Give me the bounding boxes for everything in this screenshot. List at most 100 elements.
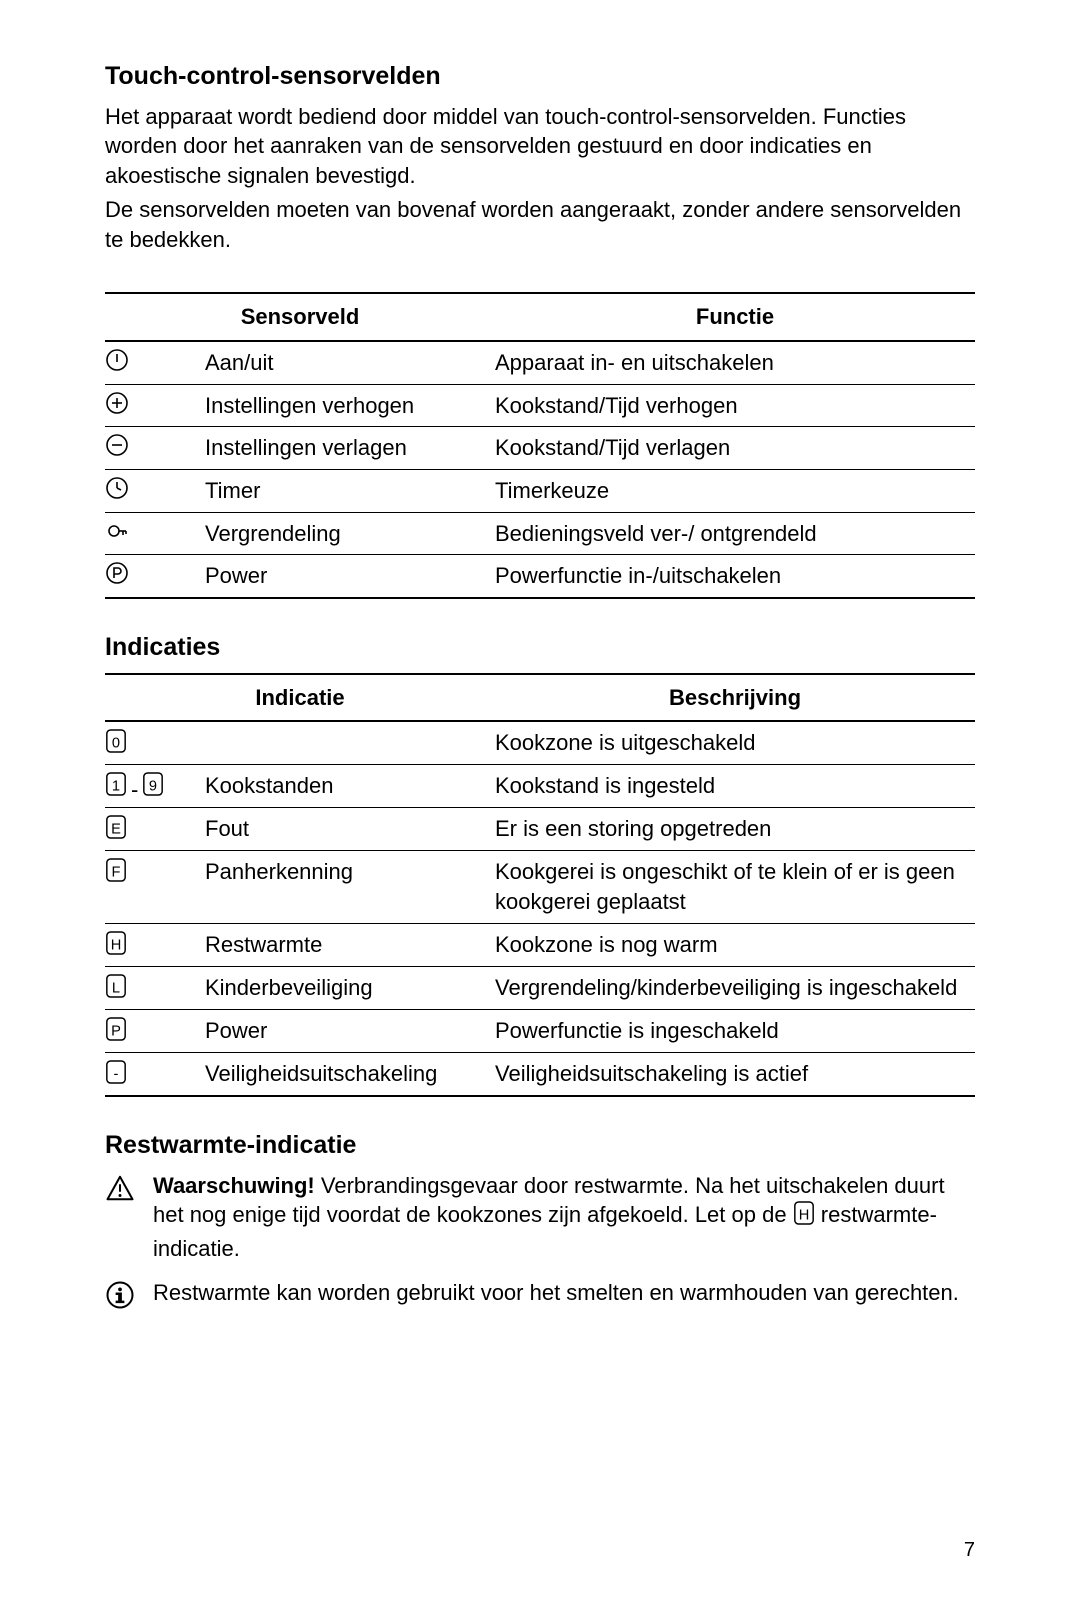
row-function: Apparaat in- en uitschakelen	[495, 341, 975, 384]
info-icon	[105, 1280, 143, 1318]
svg-text:P: P	[111, 1023, 121, 1039]
disp-P: P	[105, 1016, 127, 1046]
row-indication: Veiligheidsuitschakeling	[205, 1052, 495, 1096]
row-description: Kookzone is nog warm	[495, 923, 975, 966]
row-icon	[105, 555, 205, 598]
row-sensor: Power	[205, 555, 495, 598]
row-indication: Kinderbeveiliging	[205, 966, 495, 1009]
section-heading-2: Indicaties	[105, 631, 975, 665]
svg-text:F: F	[112, 865, 121, 881]
row-icon: -	[105, 1052, 205, 1096]
row-sensor: Timer	[205, 469, 495, 512]
table-row: F Panherkenning Kookgerei is ongeschikt …	[105, 851, 975, 923]
warning-block: Waarschuwing! Verbrandingsgevaar door re…	[105, 1171, 975, 1264]
lock-icon	[105, 519, 129, 547]
row-icon: H	[105, 923, 205, 966]
row-sensor: Instellingen verlagen	[205, 427, 495, 470]
function-header: Functie	[495, 293, 975, 341]
row-icon: L	[105, 966, 205, 1009]
row-indication: Kookstanden	[205, 765, 495, 808]
disp-L: L	[105, 973, 127, 1003]
svg-text:0: 0	[112, 736, 120, 752]
table-row: - Veiligheidsuitschakeling Veiligheidsui…	[105, 1052, 975, 1096]
row-description: Er is een storing opgetreden	[495, 808, 975, 851]
svg-text:E: E	[111, 822, 121, 838]
disp-dash: -	[105, 1059, 127, 1089]
section-heading-3: Restwarmte-indicatie	[105, 1129, 975, 1163]
row-icon: 0	[105, 721, 205, 765]
row-function: Powerfunctie in-/uitschakelen	[495, 555, 975, 598]
row-indication: Restwarmte	[205, 923, 495, 966]
row-icon	[105, 427, 205, 470]
sensor-header: Sensorveld	[105, 293, 495, 341]
table-row: Power Powerfunctie in-/uitschakelen	[105, 555, 975, 598]
table-row: Instellingen verhogen Kookstand/Tijd ver…	[105, 384, 975, 427]
row-function: Timerkeuze	[495, 469, 975, 512]
table-row: Instellingen verlagen Kookstand/Tijd ver…	[105, 427, 975, 470]
info-text: Restwarmte kan worden gebruikt voor het …	[153, 1278, 975, 1308]
table-row: E Fout Er is een storing opgetreden	[105, 808, 975, 851]
row-description: Veiligheidsuitschakeling is actief	[495, 1052, 975, 1096]
table-row: L Kinderbeveiliging Vergrendeling/kinder…	[105, 966, 975, 1009]
warning-text: Waarschuwing! Verbrandingsgevaar door re…	[153, 1171, 975, 1264]
row-icon: 1 - 9	[105, 765, 205, 808]
svg-text:L: L	[112, 980, 120, 996]
row-sensor: Instellingen verhogen	[205, 384, 495, 427]
power-on-icon	[105, 348, 129, 376]
disp-H: H	[105, 930, 127, 960]
intro-paragraphs: Het apparaat wordt bediend door middel v…	[105, 102, 975, 254]
row-sensor: Aan/uit	[205, 341, 495, 384]
indication-header: Indicatie	[105, 674, 495, 722]
disp-E: E	[105, 814, 127, 844]
row-icon	[105, 341, 205, 384]
disp-1-9: 1 - 9	[105, 771, 164, 801]
disp-F: F	[105, 857, 127, 887]
row-description: Vergrendeling/kinderbeveiliging is inges…	[495, 966, 975, 1009]
section-heading: Touch-control-sensorvelden	[105, 60, 975, 94]
row-description: Kookzone is uitgeschakeld	[495, 721, 975, 765]
minus-icon	[105, 433, 129, 461]
row-function: Kookstand/Tijd verlagen	[495, 427, 975, 470]
row-sensor: Vergrendeling	[205, 512, 495, 555]
row-function: Kookstand/Tijd verhogen	[495, 384, 975, 427]
warning-icon	[105, 1173, 143, 1211]
table-row: Aan/uit Apparaat in- en uitschakelen	[105, 341, 975, 384]
row-indication: Panherkenning	[205, 851, 495, 923]
timer-icon	[105, 476, 129, 504]
description-header: Beschrijving	[495, 674, 975, 722]
power-p-icon	[105, 561, 129, 589]
table-row: Vergrendeling Bedieningsveld ver-/ ontgr…	[105, 512, 975, 555]
table-row: Timer Timerkeuze	[105, 469, 975, 512]
row-function: Bedieningsveld ver-/ ontgrendeld	[495, 512, 975, 555]
svg-text:1: 1	[112, 779, 120, 795]
page-number: 7	[105, 1537, 975, 1564]
warning-label: Waarschuwing!	[153, 1173, 315, 1198]
row-indication	[205, 721, 495, 765]
row-icon: F	[105, 851, 205, 923]
table-row: 1 - 9 Kookstanden Kookstand is ingesteld	[105, 765, 975, 808]
inline-h-icon: H	[793, 1200, 815, 1234]
row-description: Powerfunctie is ingeschakeld	[495, 1009, 975, 1052]
row-indication: Fout	[205, 808, 495, 851]
sensor-table: Sensorveld Functie Aan/uit Apparaat in- …	[105, 292, 975, 599]
svg-text:9: 9	[149, 779, 157, 795]
intro-para-2: De sensorvelden moeten van bovenaf worde…	[105, 195, 975, 254]
plus-icon	[105, 391, 129, 419]
row-icon: P	[105, 1009, 205, 1052]
disp-0: 0	[105, 728, 127, 758]
table-row: H Restwarmte Kookzone is nog warm	[105, 923, 975, 966]
row-icon: E	[105, 808, 205, 851]
row-icon	[105, 384, 205, 427]
row-description: Kookstand is ingesteld	[495, 765, 975, 808]
table-row: P Power Powerfunctie is ingeschakeld	[105, 1009, 975, 1052]
svg-text:-: -	[114, 1066, 119, 1082]
svg-text:H: H	[798, 1208, 809, 1224]
table-row: 0 Kookzone is uitgeschakeld	[105, 721, 975, 765]
row-indication: Power	[205, 1009, 495, 1052]
row-description: Kookgerei is ongeschikt of te klein of e…	[495, 851, 975, 923]
intro-para-1: Het apparaat wordt bediend door middel v…	[105, 102, 975, 191]
row-icon	[105, 469, 205, 512]
info-block: Restwarmte kan worden gebruikt voor het …	[105, 1278, 975, 1318]
indication-table: Indicatie Beschrijving 0 Kookzone is uit…	[105, 673, 975, 1097]
svg-text:H: H	[111, 937, 122, 953]
